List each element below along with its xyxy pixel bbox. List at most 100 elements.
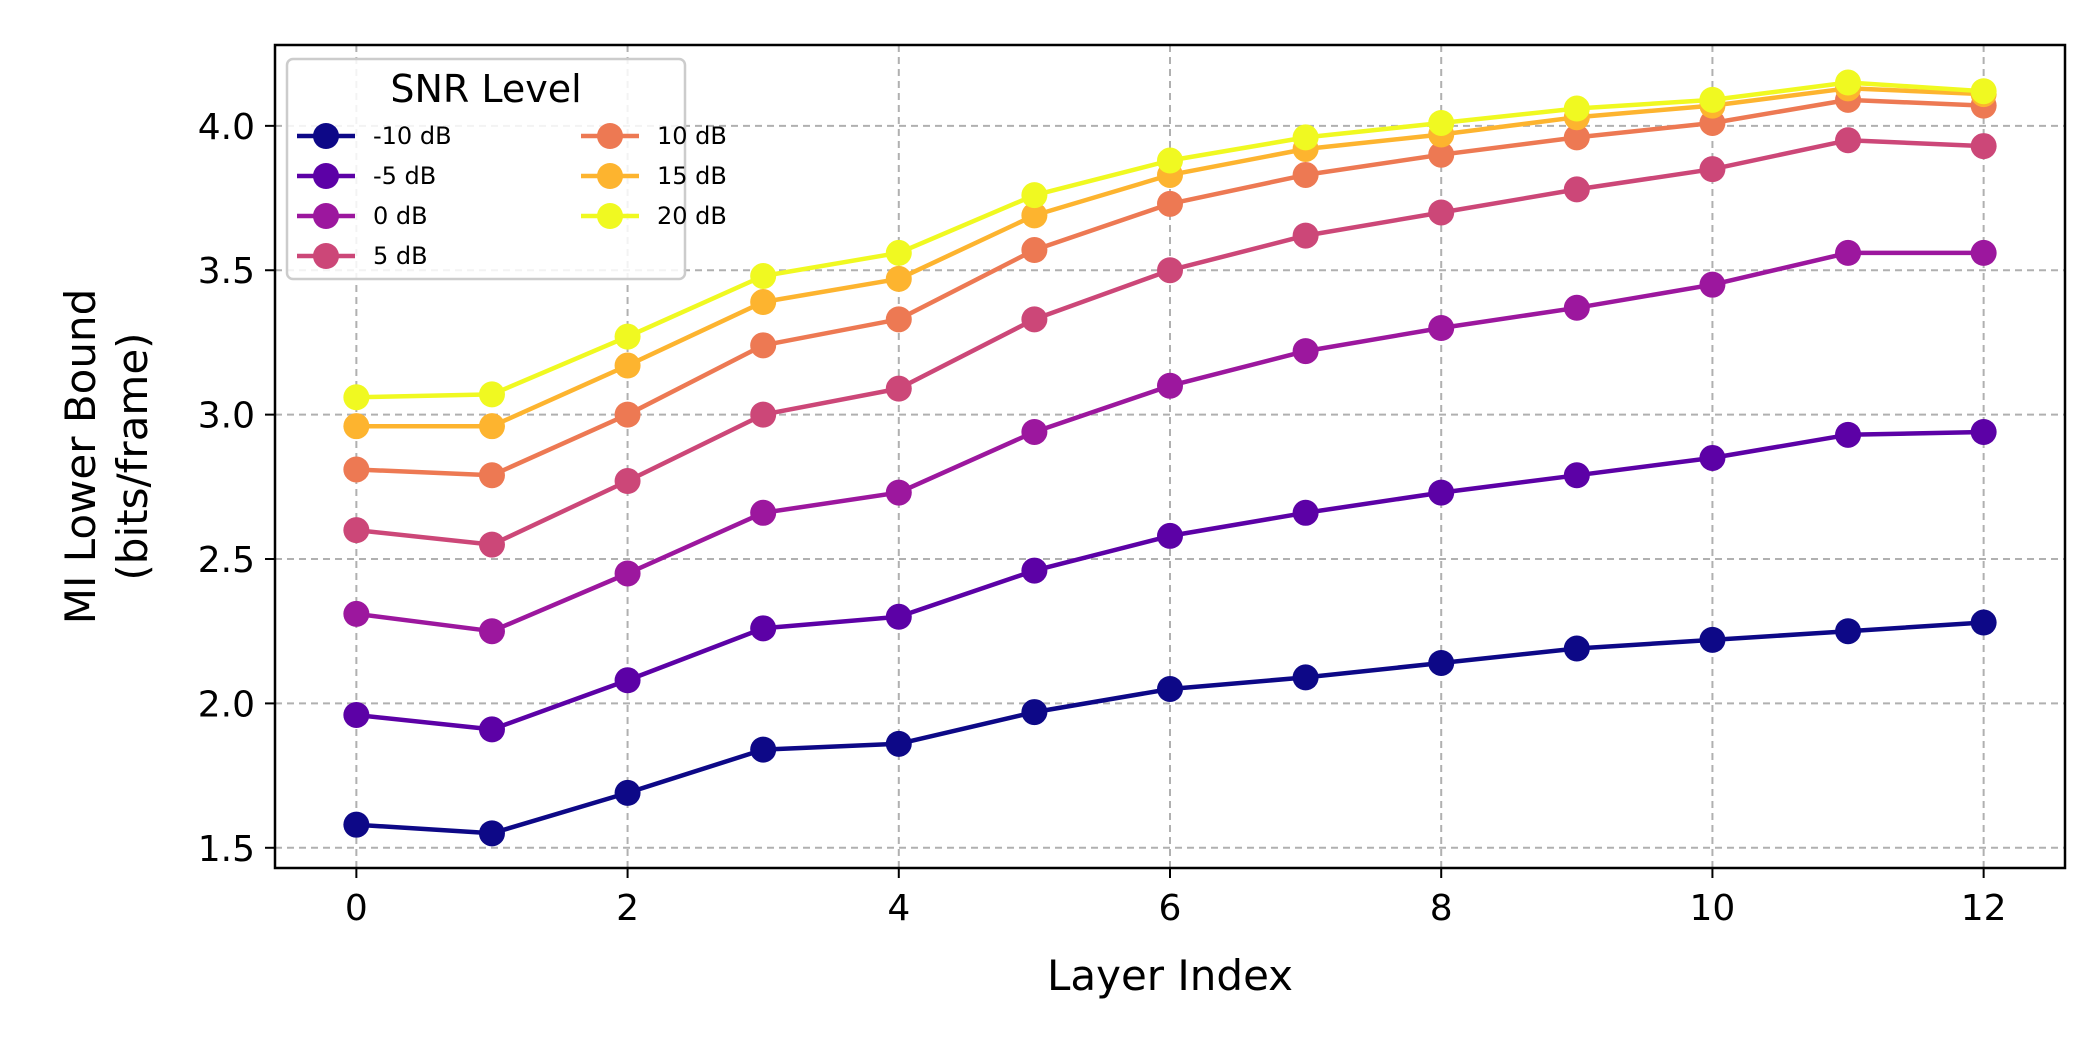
legend-label: -5 dB	[373, 162, 436, 190]
data-point	[1835, 239, 1862, 266]
legend-title: SNR Level	[390, 67, 581, 111]
data-point	[343, 456, 370, 483]
data-point	[478, 413, 505, 440]
data-point	[1699, 86, 1726, 113]
data-point	[1970, 78, 1997, 105]
x-tick-label: 0	[345, 888, 368, 929]
data-point	[1021, 202, 1048, 229]
data-point	[750, 736, 777, 763]
data-point	[750, 499, 777, 526]
y-tick-label: 2.5	[198, 540, 255, 581]
legend-label: 0 dB	[373, 202, 428, 230]
data-point	[750, 289, 777, 316]
legend-swatch-marker	[313, 163, 339, 189]
data-point	[885, 603, 912, 630]
data-point	[1835, 618, 1862, 645]
data-point	[1428, 141, 1455, 168]
legend-item: 20 dB	[581, 202, 727, 230]
series-group	[343, 69, 1997, 847]
y-axis-label-unit: (bits/frame)	[108, 332, 157, 580]
data-point	[1970, 609, 1997, 636]
data-point	[1563, 462, 1590, 489]
data-point	[1157, 257, 1183, 284]
data-point	[614, 779, 641, 806]
data-point	[1157, 372, 1183, 399]
y-axis-label: MI Lower Bound	[56, 289, 105, 625]
data-point	[885, 375, 912, 402]
data-point	[343, 384, 370, 411]
x-tick-label: 12	[1961, 888, 2007, 929]
data-point	[343, 517, 370, 544]
series-6	[343, 69, 1997, 411]
x-tick-label: 10	[1690, 888, 1736, 929]
data-point	[885, 239, 912, 266]
data-point	[750, 332, 777, 359]
data-point	[1021, 418, 1048, 445]
data-point	[750, 615, 777, 642]
legend-label: 15 dB	[657, 162, 727, 190]
legend-item: 10 dB	[581, 122, 727, 150]
legend-box	[285, 57, 687, 281]
legend-item: 15 dB	[581, 162, 727, 190]
legend-item: 5 dB	[297, 242, 428, 270]
data-point	[478, 531, 505, 558]
data-point	[885, 306, 912, 333]
series-1	[343, 418, 1997, 743]
data-point	[1292, 124, 1319, 151]
data-point	[1835, 69, 1862, 96]
data-point	[478, 820, 505, 847]
data-point	[614, 323, 641, 350]
data-point	[1428, 479, 1455, 506]
legend-swatch-marker	[597, 123, 623, 149]
legend-item: -10 dB	[297, 122, 452, 150]
y-tick-label: 1.5	[198, 829, 255, 870]
legend-swatch-marker	[313, 203, 339, 229]
data-point	[1157, 522, 1183, 549]
data-point	[343, 413, 370, 440]
data-point	[750, 263, 777, 290]
x-tick-label: 6	[1159, 888, 1182, 929]
legend-swatch-marker	[597, 203, 623, 229]
x-tick-label: 8	[1430, 888, 1453, 929]
data-point	[1292, 664, 1319, 691]
data-point	[478, 381, 505, 408]
data-point	[1428, 314, 1455, 341]
data-point	[1563, 95, 1590, 122]
data-point	[1835, 421, 1862, 448]
y-tick-label: 3.5	[198, 251, 255, 292]
data-point	[1699, 626, 1726, 653]
data-point	[1021, 182, 1048, 209]
data-point	[1699, 444, 1726, 471]
data-point	[1563, 294, 1590, 321]
data-point	[1021, 699, 1048, 726]
data-point	[1021, 306, 1048, 333]
data-point	[885, 265, 912, 292]
data-point	[1970, 239, 1997, 266]
y-tick-label: 4.0	[198, 107, 255, 148]
data-point	[1699, 156, 1726, 183]
data-point	[1157, 190, 1183, 217]
y-tick-label: 2.0	[198, 684, 255, 725]
legend-label: -10 dB	[373, 122, 452, 150]
legend-swatch-marker	[313, 243, 339, 269]
series-3	[343, 127, 1997, 558]
data-point	[343, 600, 370, 627]
x-axis-label: Layer Index	[1047, 951, 1293, 1000]
data-point	[1292, 161, 1319, 188]
series-0	[343, 609, 1997, 847]
legend-swatch-marker	[313, 123, 339, 149]
legend-label: 20 dB	[657, 202, 727, 230]
data-point	[1428, 199, 1455, 226]
data-point	[885, 730, 912, 757]
data-point	[1292, 222, 1319, 249]
data-point	[478, 716, 505, 743]
data-point	[614, 560, 641, 587]
data-point	[1699, 271, 1726, 298]
legend-item: -5 dB	[297, 162, 436, 190]
data-point	[1970, 133, 1997, 160]
series-2	[343, 239, 1997, 645]
data-point	[478, 462, 505, 489]
x-tick-label: 2	[616, 888, 639, 929]
legend: SNR Level -10 dB -5 dB 0 dB 5 dB 10 dB 15 dB 2…	[285, 57, 727, 281]
